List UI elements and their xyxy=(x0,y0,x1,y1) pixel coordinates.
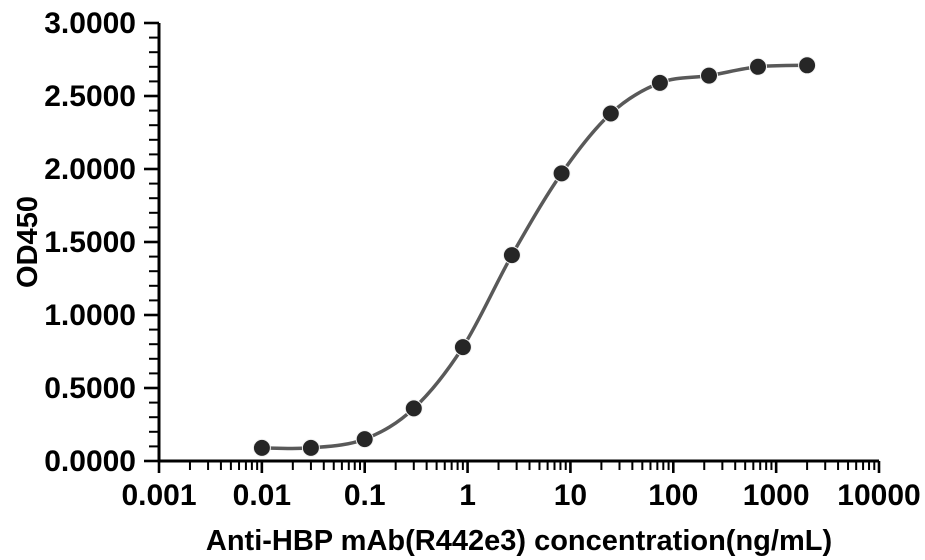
y-tick-label: 0.5000 xyxy=(44,372,136,405)
data-point xyxy=(301,438,320,457)
y-tick-label: 2.5000 xyxy=(44,80,136,113)
axis-ticks xyxy=(144,21,881,473)
y-tick-label: 2.0000 xyxy=(44,153,136,186)
data-point xyxy=(798,56,817,75)
data-point xyxy=(502,246,521,265)
fit-curve xyxy=(261,63,808,451)
data-series xyxy=(252,56,817,457)
x-tick-label: 0.001 xyxy=(121,479,196,512)
x-tick-label: 10 xyxy=(554,479,587,512)
y-tick-label: 1.5000 xyxy=(44,226,136,259)
data-point xyxy=(601,104,620,123)
data-point xyxy=(355,430,374,449)
x-tick-label: 100 xyxy=(648,479,698,512)
data-point xyxy=(650,73,669,92)
x-tick-label: 0.1 xyxy=(344,479,386,512)
y-tick-label: 3.0000 xyxy=(44,7,136,40)
x-tick-label: 0.01 xyxy=(233,479,291,512)
x-tick-label: 10000 xyxy=(837,479,920,512)
data-point xyxy=(552,164,571,183)
data-point xyxy=(749,57,767,76)
data-point xyxy=(700,66,718,85)
y-tick-label: 0.0000 xyxy=(44,445,136,478)
x-tick-label: 1000 xyxy=(743,479,810,512)
y-tick-label: 1.0000 xyxy=(44,299,136,332)
x-tick-label: 1 xyxy=(459,479,476,512)
data-point xyxy=(453,338,472,357)
y-axis-title: OD450 xyxy=(12,196,44,288)
axis-tick-labels: 0.0000 0.5000 1.0000 1.5000 2.0000 2.5000 3.00… xyxy=(44,7,920,512)
data-point xyxy=(404,399,423,418)
x-axis-title: Anti-HBP mAb(R442e3) concentration(ng/mL… xyxy=(206,525,832,557)
data-point xyxy=(252,438,271,457)
